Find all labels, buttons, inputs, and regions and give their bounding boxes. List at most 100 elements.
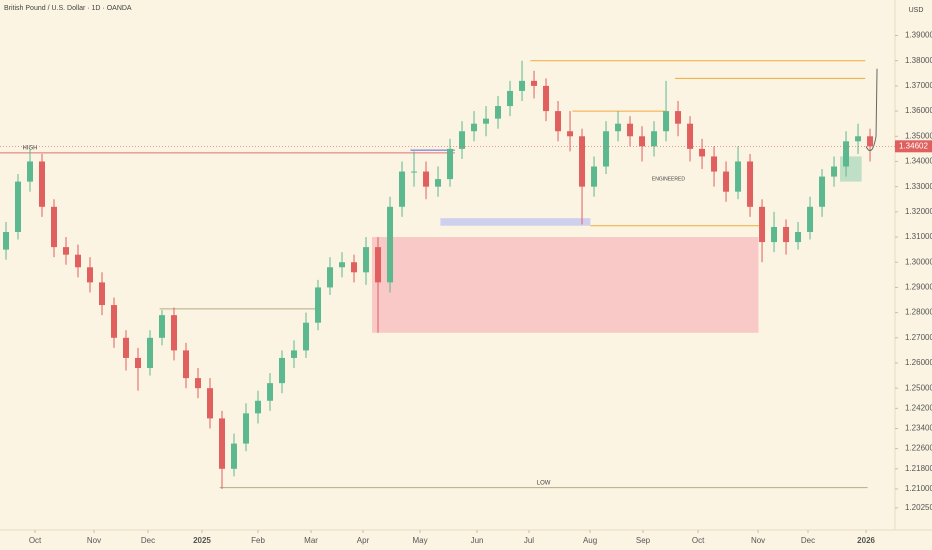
candle-body	[315, 287, 322, 323]
last-price-box	[895, 140, 932, 153]
candle-body	[651, 131, 658, 147]
y-tick-label: 1.20250	[905, 503, 932, 512]
candle-body	[795, 232, 802, 243]
x-tick-label: Jul	[524, 536, 534, 545]
candle-body	[603, 131, 610, 167]
y-tick-label: 1.26000	[905, 358, 932, 367]
candle-body	[459, 131, 466, 149]
candle-body	[411, 171, 418, 173]
candle-body	[699, 148, 706, 157]
candle-body	[447, 148, 454, 180]
candle-body	[339, 262, 346, 268]
candle-body	[627, 123, 634, 137]
x-tick-label: Apr	[357, 536, 370, 545]
candle-body	[783, 226, 790, 243]
candle-body	[123, 337, 130, 358]
candle-body	[819, 176, 826, 207]
y-tick-label: 1.29000	[905, 283, 932, 292]
candle-body	[723, 171, 730, 192]
candle-body	[471, 123, 478, 132]
candle-body	[591, 166, 598, 187]
candle-body	[495, 106, 502, 119]
candle-body	[831, 166, 838, 177]
candle-body	[159, 315, 166, 338]
y-tick-label: 1.34000	[905, 157, 932, 166]
x-tick-label: Jun	[471, 536, 484, 545]
y-tick-label: 1.31000	[905, 232, 932, 241]
candle-body	[615, 123, 622, 132]
candle-body	[675, 111, 682, 124]
candle-body	[399, 171, 406, 207]
candle-body	[363, 247, 370, 273]
candle-body	[423, 171, 430, 187]
candle-body	[15, 181, 22, 233]
x-tick-label: Nov	[87, 536, 101, 545]
x-tick-label: Sep	[636, 536, 651, 545]
candle-body	[87, 267, 94, 283]
candle-body	[231, 443, 238, 469]
candle-body	[147, 337, 154, 369]
candle-body	[435, 179, 442, 187]
candle-body	[867, 136, 874, 147]
candle-body	[687, 123, 694, 149]
y-tick-label: 1.39000	[905, 31, 932, 40]
candle-body	[171, 315, 178, 351]
x-tick-label: May	[412, 536, 427, 545]
candle-body	[531, 80, 538, 86]
y-tick-label: 1.25000	[905, 383, 932, 392]
candle-body	[579, 136, 586, 187]
x-tick-label: Oct	[692, 536, 705, 545]
projection-arrow	[865, 68, 878, 152]
candle-body	[111, 305, 118, 338]
candle-body	[51, 206, 58, 248]
candle-body	[747, 161, 754, 207]
chart-title: British Pound / U.S. Dollar · 1D · OANDA	[4, 5, 132, 12]
candle-body	[663, 111, 670, 132]
candle-body	[639, 136, 646, 147]
candle-body	[219, 418, 226, 469]
candle-body	[63, 247, 70, 255]
candle-body	[843, 141, 850, 167]
candle-body	[75, 254, 82, 268]
y-tick-label: 1.21000	[905, 484, 932, 493]
zone	[372, 237, 759, 333]
y-tick-label: 1.35000	[905, 131, 932, 140]
x-tick-label: Oct	[29, 536, 42, 545]
y-tick-label: 1.24200	[905, 403, 932, 412]
currency: USD	[909, 7, 924, 14]
candle-body	[771, 226, 778, 243]
x-tick-label: Dec	[801, 536, 815, 545]
candle-body	[375, 247, 382, 283]
x-tick-label: Feb	[251, 536, 265, 545]
candle-body	[555, 111, 562, 132]
candle-body	[543, 85, 550, 112]
y-tick-label: 1.23400	[905, 424, 932, 433]
last-price-label: 1.34602	[899, 141, 928, 150]
candle-body	[267, 383, 274, 401]
candle-body	[735, 161, 742, 192]
candle-body	[135, 357, 142, 369]
candle-body	[351, 262, 358, 273]
candle-body	[507, 90, 514, 107]
candle-body	[27, 161, 34, 182]
y-tick-label: 1.30000	[905, 257, 932, 266]
candle-body	[279, 357, 286, 384]
y-tick-label: 1.21800	[905, 464, 932, 473]
y-tick-label: 1.37000	[905, 81, 932, 90]
y-tick-label: 1.32000	[905, 207, 932, 216]
x-tick-label: 2025	[193, 536, 211, 545]
candle-body	[207, 388, 214, 419]
candle-body	[99, 282, 106, 306]
candle-body	[183, 350, 190, 379]
candle-body	[255, 400, 262, 414]
note: ENGINEERED	[652, 176, 685, 182]
x-tick-label: Mar	[304, 536, 318, 545]
x-tick-label: Aug	[583, 536, 597, 545]
candle-body	[519, 80, 526, 91]
y-tick-label: 1.38000	[905, 56, 932, 65]
candle-body	[243, 413, 250, 444]
candle-body	[39, 161, 46, 207]
candle-body	[567, 131, 574, 137]
candle-body	[195, 378, 202, 389]
zone	[440, 218, 591, 226]
